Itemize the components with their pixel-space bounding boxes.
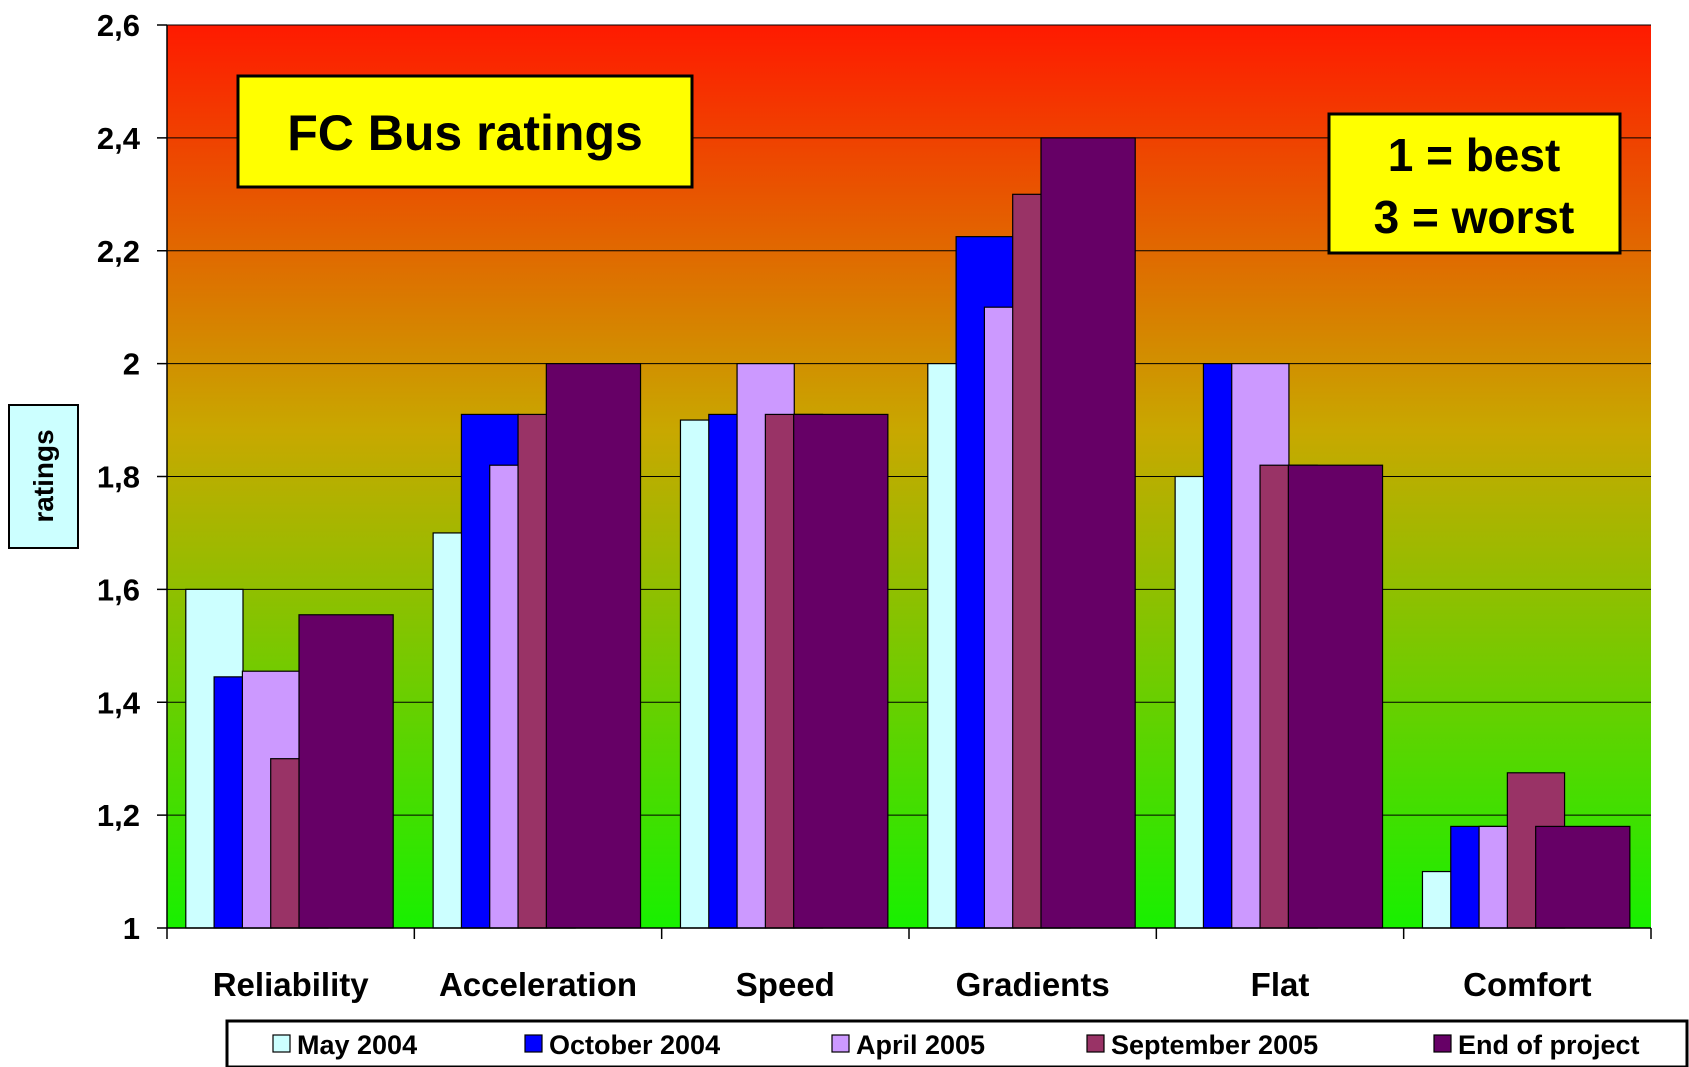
legend: May 2004 October 2004 April 2005 September …	[225, 1019, 1689, 1067]
legend-label: October 2004	[549, 1030, 720, 1060]
note-line-best: 1 = best	[1388, 129, 1561, 181]
y-tick-label: 1,8	[97, 460, 140, 495]
category-label: Flat	[1251, 966, 1310, 1003]
y-tick-label: 2	[123, 347, 140, 382]
bars	[185, 137, 1631, 929]
legend-swatch	[831, 1034, 850, 1053]
y-tick-label: 2,6	[97, 8, 140, 43]
legend-label: May 2004	[297, 1030, 417, 1060]
category-label: Speed	[736, 966, 835, 1003]
chart-title-box: FC Bus ratings	[236, 74, 694, 189]
bar	[1287, 464, 1384, 929]
bar	[298, 614, 394, 929]
y-axis-label-box: ratings	[8, 404, 79, 549]
category-label: Reliability	[213, 966, 370, 1003]
legend-label: September 2005	[1111, 1030, 1318, 1060]
y-tick-label: 2,4	[97, 121, 141, 156]
category-label: Comfort	[1463, 966, 1591, 1003]
bar	[793, 413, 889, 929]
category-label: Gradients	[956, 966, 1110, 1003]
legend-swatch	[272, 1034, 291, 1053]
legend-swatch	[524, 1034, 543, 1053]
y-axis-label: ratings	[28, 429, 59, 522]
y-tick-label: 1,6	[97, 572, 140, 607]
bar	[545, 363, 642, 929]
y-tick-label: 2,2	[97, 234, 140, 269]
y-tick-labels: 1 1,2 1,4 1,6 1,8 2 2,2 2,4 2,6	[97, 8, 141, 946]
axes	[157, 24, 1652, 939]
category-labels: Reliability Acceleration Speed Gradients Fla…	[213, 966, 1592, 1003]
chart-title: FC Bus ratings	[287, 105, 643, 161]
legend-label: End of project	[1458, 1030, 1640, 1060]
category-label: Acceleration	[439, 966, 637, 1003]
note-line-worst: 3 = worst	[1374, 191, 1575, 243]
legend-swatch	[1086, 1034, 1105, 1053]
bar	[1535, 825, 1631, 929]
legend-label: April 2005	[856, 1030, 985, 1060]
bar	[1040, 137, 1136, 929]
note-box: 1 = best 3 = worst	[1327, 112, 1622, 255]
legend-swatch	[1433, 1034, 1452, 1053]
y-tick-label: 1,2	[97, 798, 140, 833]
y-tick-label: 1,4	[97, 685, 141, 720]
y-tick-label: 1	[123, 911, 140, 946]
